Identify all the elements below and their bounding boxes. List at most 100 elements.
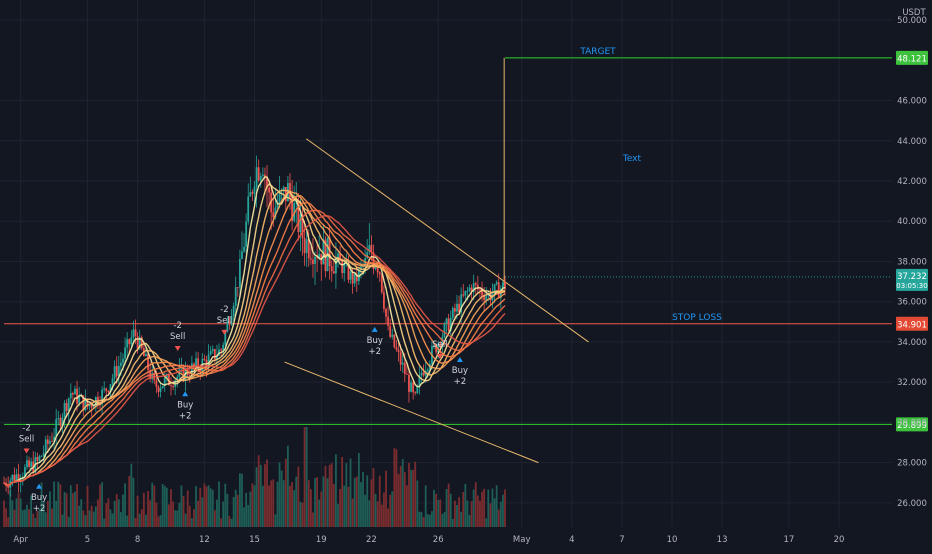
time-tick-label: 22	[366, 535, 377, 545]
volume-bar	[504, 489, 506, 527]
volume-bar	[468, 515, 471, 527]
volume-bar	[374, 493, 377, 527]
candle-body	[276, 203, 279, 208]
candle-body	[101, 389, 104, 405]
volume-bar	[40, 482, 43, 527]
volume-bar	[105, 503, 108, 527]
volume-bar	[107, 498, 110, 527]
volume-bar	[487, 489, 490, 527]
volume-bar	[458, 497, 460, 527]
volume-bar	[495, 485, 498, 527]
time-axis[interactable]: Apr 5 8 12 15 19 22 26 May 4 7 10 13 17 20	[0, 528, 932, 550]
volume-bar	[117, 499, 120, 527]
candle-body	[495, 282, 498, 285]
volume-bar	[433, 489, 435, 527]
candle-body	[176, 376, 179, 381]
time-tick-label: 8	[135, 535, 140, 545]
candle-body	[464, 290, 467, 296]
volume-bar	[44, 512, 47, 527]
candle-body	[261, 174, 264, 177]
support-price-tag[interactable]	[896, 417, 928, 432]
price-axis[interactable]: USDT 26.000 28.000 30.000 32.000 34.000 36.000…	[505, 8, 928, 509]
candle-body	[360, 266, 362, 270]
volume-bar	[332, 484, 335, 527]
candle-body	[197, 358, 200, 369]
volume-bar	[30, 495, 33, 527]
volume-bar	[115, 494, 118, 527]
candle-body	[211, 349, 214, 352]
volume-bar	[241, 473, 243, 527]
volume-bar	[193, 509, 195, 527]
volume-bar	[3, 500, 5, 527]
candle-body	[7, 486, 10, 488]
candle-body	[228, 321, 231, 325]
candle-body	[399, 351, 402, 365]
candle-body	[209, 351, 212, 355]
candle-body	[124, 347, 126, 359]
stop-loss-price-tag[interactable]	[896, 316, 928, 331]
volume-bar	[69, 485, 72, 527]
candle-body	[493, 284, 496, 294]
volume-bar	[165, 487, 168, 527]
target-price-tag[interactable]	[896, 50, 928, 65]
trend-lines[interactable]	[284, 57, 589, 464]
candle-body	[190, 363, 193, 376]
volume-bar	[36, 510, 39, 527]
candle-body	[445, 318, 448, 324]
candle-body	[61, 417, 64, 426]
annotations[interactable]: Text	[622, 154, 642, 164]
candle-body	[247, 196, 250, 222]
currency-label: USDT	[902, 8, 926, 18]
time-tick-label: 5	[85, 535, 90, 545]
volume-bar	[341, 457, 344, 527]
candle-body	[420, 372, 423, 376]
upper-trendline[interactable]	[305, 138, 589, 343]
candle-body	[238, 258, 241, 288]
time-tick-label: Apr	[13, 535, 28, 545]
candle-body	[405, 373, 408, 375]
buy-arrow-icon	[371, 326, 378, 332]
candle-body	[370, 245, 373, 253]
candle-body	[393, 334, 396, 348]
volume-bar	[412, 469, 415, 527]
candle-body	[55, 419, 58, 437]
lower-trendline[interactable]	[284, 361, 539, 464]
candle-body	[268, 187, 271, 193]
candle-body	[439, 343, 442, 347]
candle-body	[335, 257, 337, 274]
volume-bar	[213, 510, 216, 527]
candle-body	[299, 214, 302, 233]
candle-body	[253, 186, 256, 194]
volume-bar	[301, 502, 304, 527]
buy-signal-label: Buy	[367, 336, 383, 346]
volume-bar	[314, 478, 316, 527]
volume-bar	[67, 516, 70, 527]
candle-body	[368, 245, 371, 253]
candle-body	[460, 294, 463, 313]
time-tick-label: May	[513, 535, 531, 545]
candle-body	[449, 317, 452, 331]
volume-bar	[499, 501, 502, 527]
volume-bar	[120, 511, 122, 527]
volume-bar	[124, 483, 126, 527]
sell-signal-label: Sell	[217, 316, 232, 326]
volume-bar	[203, 483, 206, 527]
volume-bar	[370, 479, 373, 527]
candle-body	[303, 238, 306, 254]
volume-bar	[493, 498, 496, 527]
sell-signal-value: -2	[22, 424, 30, 434]
time-tick-label: 26	[433, 535, 444, 545]
candle-body	[374, 266, 377, 269]
candle-body	[207, 354, 210, 367]
volume-bar	[190, 518, 193, 527]
candle-body	[316, 256, 319, 259]
volume-bar	[149, 500, 152, 527]
current-price-tag[interactable]	[896, 268, 928, 291]
volume-bar	[389, 494, 392, 527]
price-tick-label: 38.000	[897, 257, 927, 267]
volume-bar	[309, 489, 312, 527]
volume-bars	[3, 427, 506, 527]
price-levels[interactable]: TARGET 48.121 STOP LOSS 34.901 29.899	[4, 47, 928, 432]
